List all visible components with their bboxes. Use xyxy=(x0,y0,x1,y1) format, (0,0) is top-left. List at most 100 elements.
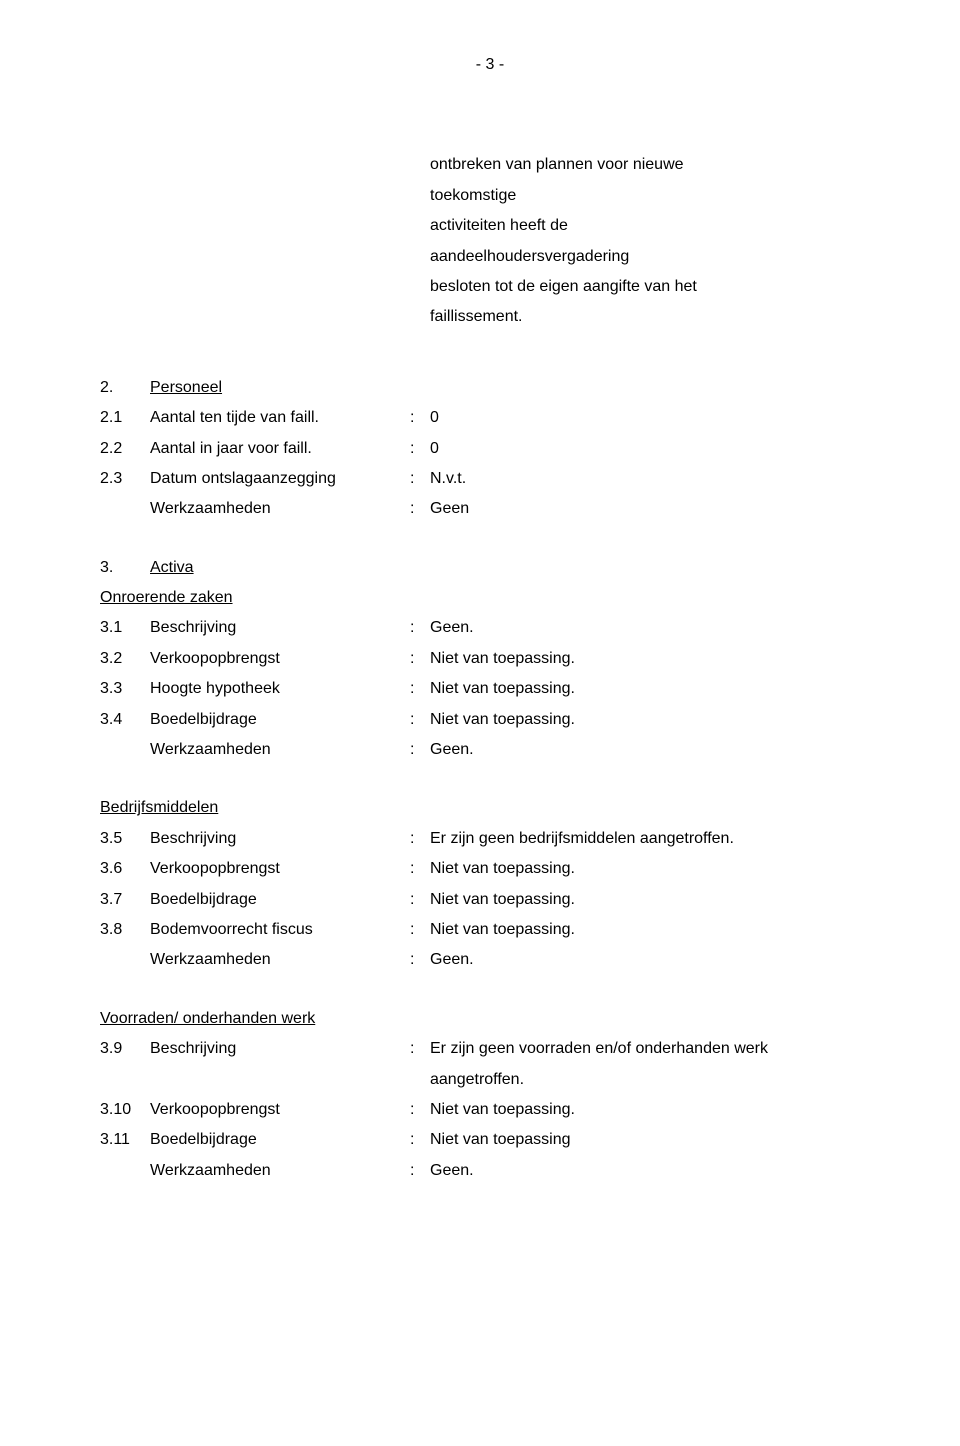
item-label: Werkzaamheden xyxy=(150,494,410,524)
item-value: Niet van toepassing. xyxy=(430,674,880,704)
item-value: 0 xyxy=(430,403,880,433)
item-label: Beschrijving xyxy=(150,1034,410,1064)
item-label: Beschrijving xyxy=(150,613,410,643)
colon: : xyxy=(410,705,430,735)
item-label: Werkzaamheden xyxy=(150,945,410,975)
item-row: 3.7 Boedelbijdrage : Niet van toepassing… xyxy=(100,885,880,915)
item-label: Werkzaamheden xyxy=(150,735,410,765)
item-number: 3.10 xyxy=(100,1095,150,1125)
item-label: Boedelbijdrage xyxy=(150,885,410,915)
colon: : xyxy=(410,915,430,945)
colon: : xyxy=(410,434,430,464)
item-number: 3.2 xyxy=(100,644,150,674)
subsection-title: Bedrijfsmiddelen xyxy=(100,793,218,823)
intro-paragraph: ontbreken van plannen voor nieuwe toekom… xyxy=(180,150,700,332)
item-label: Verkoopopbrengst xyxy=(150,854,410,884)
colon: : xyxy=(410,885,430,915)
item-value: Niet van toepassing. xyxy=(430,915,880,945)
item-number: 3.1 xyxy=(100,613,150,643)
item-number: 3.11 xyxy=(100,1125,150,1155)
item-number: 3.3 xyxy=(100,674,150,704)
item-row: 2.2 Aantal in jaar voor faill. : 0 xyxy=(100,434,880,464)
colon: : xyxy=(410,403,430,433)
item-row: 3.5 Beschrijving : Er zijn geen bedrijfs… xyxy=(100,824,880,854)
item-value: Geen. xyxy=(430,945,880,975)
item-label: Boedelbijdrage xyxy=(150,1125,410,1155)
item-label: Hoogte hypotheek xyxy=(150,674,410,704)
item-row: 2.3 Datum ontslagaanzegging : N.v.t. xyxy=(100,464,880,494)
section-title: Activa xyxy=(150,553,194,583)
item-row: 3.8 Bodemvoorrecht fiscus : Niet van toe… xyxy=(100,915,880,945)
item-row: 2.1 Aantal ten tijde van faill. : 0 xyxy=(100,403,880,433)
colon: : xyxy=(410,1034,430,1064)
section-number: 2. xyxy=(100,373,150,403)
subsection-title: Onroerende zaken xyxy=(100,583,233,613)
item-row: 3.10 Verkoopopbrengst : Niet van toepass… xyxy=(100,1095,880,1125)
item-value: Geen. xyxy=(430,1156,880,1186)
item-label: Bodemvoorrecht fiscus xyxy=(150,915,410,945)
item-row: Werkzaamheden : Geen. xyxy=(100,1156,880,1186)
item-row: Werkzaamheden : Geen xyxy=(100,494,880,524)
item-row: 3.3 Hoogte hypotheek : Niet van toepassi… xyxy=(100,674,880,704)
item-value: Niet van toepassing. xyxy=(430,885,880,915)
item-number: 3.4 xyxy=(100,705,150,735)
item-label: Aantal ten tijde van faill. xyxy=(150,403,410,433)
item-value: N.v.t. xyxy=(430,464,880,494)
subsection-voorraden: Voorraden/ onderhanden werk 3.9 Beschrij… xyxy=(100,1004,880,1186)
colon: : xyxy=(410,644,430,674)
item-value: Er zijn geen bedrijfsmiddelen aangetroff… xyxy=(430,824,880,854)
item-value: 0 xyxy=(430,434,880,464)
page-number: - 3 - xyxy=(100,50,880,80)
item-label: Verkoopopbrengst xyxy=(150,1095,410,1125)
item-row: aangetroffen. xyxy=(100,1065,880,1095)
subsection-bedrijfsmiddelen: Bedrijfsmiddelen 3.5 Beschrijving : Er z… xyxy=(100,793,880,975)
item-value: Geen. xyxy=(430,735,880,765)
colon: : xyxy=(410,613,430,643)
item-value: Geen xyxy=(430,494,880,524)
item-value: aangetroffen. xyxy=(430,1065,880,1095)
colon: : xyxy=(410,1125,430,1155)
item-number: 2.3 xyxy=(100,464,150,494)
section-3: 3. Activa Onroerende zaken 3.1 Beschrijv… xyxy=(100,553,880,766)
item-row: 3.9 Beschrijving : Er zijn geen voorrade… xyxy=(100,1034,880,1064)
item-row: 3.4 Boedelbijdrage : Niet van toepassing… xyxy=(100,705,880,735)
intro-line: faillissement. xyxy=(430,302,700,332)
item-value: Niet van toepassing. xyxy=(430,705,880,735)
colon: : xyxy=(410,854,430,884)
colon: : xyxy=(410,1095,430,1125)
item-number: 2.1 xyxy=(100,403,150,433)
intro-line: activiteiten heeft de aandeelhoudersverg… xyxy=(430,211,700,272)
item-value: Niet van toepassing xyxy=(430,1125,880,1155)
item-number: 2.2 xyxy=(100,434,150,464)
section-2: 2. Personeel 2.1 Aantal ten tijde van fa… xyxy=(100,373,880,525)
item-label: Boedelbijdrage xyxy=(150,705,410,735)
item-value: Niet van toepassing. xyxy=(430,854,880,884)
section-title: Personeel xyxy=(150,373,222,403)
item-value: Niet van toepassing. xyxy=(430,1095,880,1125)
colon: : xyxy=(410,464,430,494)
colon: : xyxy=(410,735,430,765)
section-number: 3. xyxy=(100,553,150,583)
colon: : xyxy=(410,1156,430,1186)
item-number: 3.7 xyxy=(100,885,150,915)
item-row: 3.2 Verkoopopbrengst : Niet van toepassi… xyxy=(100,644,880,674)
item-value: Geen. xyxy=(430,613,880,643)
item-row: Werkzaamheden : Geen. xyxy=(100,735,880,765)
item-row: 3.6 Verkoopopbrengst : Niet van toepassi… xyxy=(100,854,880,884)
item-label: Verkoopopbrengst xyxy=(150,644,410,674)
item-label: Beschrijving xyxy=(150,824,410,854)
item-number: 3.8 xyxy=(100,915,150,945)
item-number: 3.6 xyxy=(100,854,150,884)
item-number: 3.5 xyxy=(100,824,150,854)
colon: : xyxy=(410,945,430,975)
item-label: Datum ontslagaanzegging xyxy=(150,464,410,494)
colon: : xyxy=(410,674,430,704)
item-row: 3.1 Beschrijving : Geen. xyxy=(100,613,880,643)
colon: : xyxy=(410,494,430,524)
item-row: Werkzaamheden : Geen. xyxy=(100,945,880,975)
intro-line: besloten tot de eigen aangifte van het xyxy=(430,272,700,302)
subsection-title: Voorraden/ onderhanden werk xyxy=(100,1004,315,1034)
item-number: 3.9 xyxy=(100,1034,150,1064)
item-row: 3.11 Boedelbijdrage : Niet van toepassin… xyxy=(100,1125,880,1155)
intro-line: ontbreken van plannen voor nieuwe toekom… xyxy=(430,150,700,211)
